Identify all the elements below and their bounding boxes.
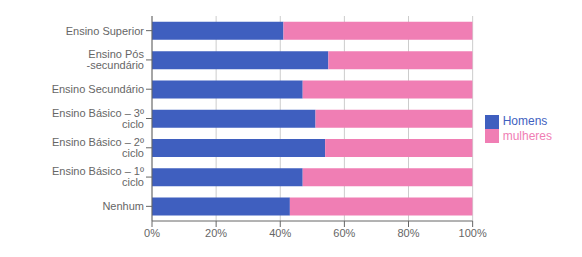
- svg-text:Ensino Básico – 2ºciclo: Ensino Básico – 2ºciclo: [52, 136, 144, 159]
- svg-text:80%: 80%: [397, 227, 419, 239]
- svg-text:Ensino Superior: Ensino Superior: [66, 25, 145, 37]
- html-text:mulheres: mulheres: [502, 128, 552, 143]
- svg-text:20%: 20%: [205, 227, 227, 239]
- html-text:Homens: Homens: [502, 113, 548, 128]
- svg-text:Ensino Pós-secundário: Ensino Pós-secundário: [87, 48, 145, 71]
- svg-text:Ensino Secundário: Ensino Secundário: [52, 83, 144, 95]
- svg-text:40%: 40%: [269, 227, 291, 239]
- svg-text:Ensino Básico – 3ºciclo: Ensino Básico – 3ºciclo: [52, 107, 144, 130]
- svg-text:Nenhum: Nenhum: [102, 200, 144, 212]
- svg-text:0%: 0%: [144, 227, 160, 239]
- svg-text:60%: 60%: [333, 227, 355, 239]
- svg-text:100%: 100%: [459, 227, 487, 239]
- svg-text:Ensino Básico – 1ºciclo: Ensino Básico – 1ºciclo: [52, 165, 144, 188]
